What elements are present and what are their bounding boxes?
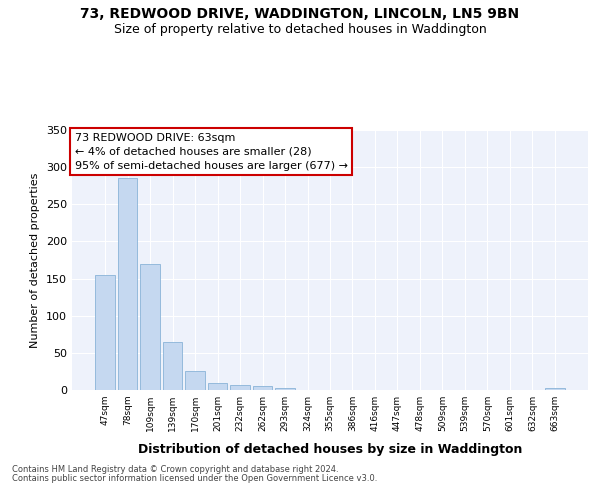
Text: Size of property relative to detached houses in Waddington: Size of property relative to detached ho… [113, 22, 487, 36]
Bar [185, 372, 205, 390]
Text: 73 REDWOOD DRIVE: 63sqm
← 4% of detached houses are smaller (28)
95% of semi-det: 73 REDWOOD DRIVE: 63sqm ← 4% of detached… [74, 132, 347, 170]
Text: Contains HM Land Registry data © Crown copyright and database right 2024.: Contains HM Land Registry data © Crown c… [12, 466, 338, 474]
Text: 73, REDWOOD DRIVE, WADDINGTON, LINCOLN, LN5 9BN: 73, REDWOOD DRIVE, WADDINGTON, LINCOLN, … [80, 8, 520, 22]
Bar [163, 342, 182, 390]
Bar [118, 178, 137, 390]
Y-axis label: Number of detached properties: Number of detached properties [31, 172, 40, 348]
Bar [545, 388, 565, 390]
Bar [140, 264, 160, 390]
Bar [275, 388, 295, 390]
Bar [208, 382, 227, 390]
Bar [253, 386, 272, 390]
Text: Distribution of detached houses by size in Waddington: Distribution of detached houses by size … [138, 442, 522, 456]
Bar [230, 385, 250, 390]
Text: Contains public sector information licensed under the Open Government Licence v3: Contains public sector information licen… [12, 474, 377, 483]
Bar [95, 275, 115, 390]
